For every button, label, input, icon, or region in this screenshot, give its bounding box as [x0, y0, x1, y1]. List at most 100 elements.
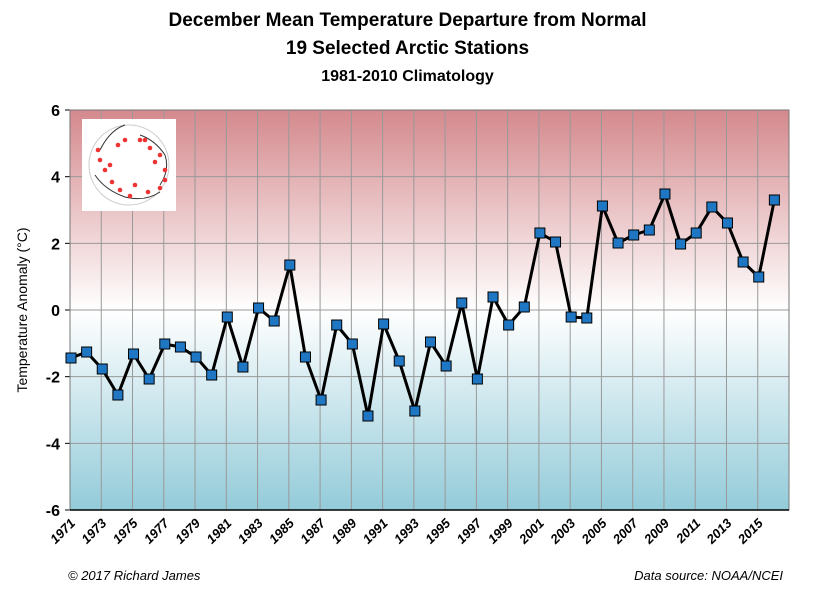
- station-dot: [147, 145, 153, 151]
- data-point: [550, 236, 562, 248]
- data-point: [331, 319, 343, 331]
- data-point: [565, 311, 577, 323]
- data-point: [393, 355, 405, 367]
- station-dot: [95, 147, 101, 153]
- data-point: [96, 363, 108, 375]
- x-tick-label: 1977: [141, 515, 173, 547]
- data-point: [65, 352, 77, 364]
- x-tick-label: 2009: [640, 515, 672, 547]
- series-line: [70, 192, 776, 418]
- data-point: [378, 318, 390, 330]
- y-axis-label: Temperature Anomaly (°C): [14, 227, 30, 392]
- station-dot: [109, 179, 115, 185]
- x-tick-label: 1991: [360, 516, 391, 547]
- data-source-text: Data source: NOAA/NCEI: [634, 568, 783, 583]
- station-dot: [102, 167, 108, 173]
- y-tick-label: -2: [46, 370, 60, 387]
- arctic-station-map: [82, 119, 176, 211]
- station-dot: [162, 177, 168, 183]
- data-point: [128, 348, 140, 360]
- data-point: [81, 346, 93, 358]
- data-point: [628, 229, 640, 241]
- station-dot: [142, 137, 148, 143]
- data-point: [190, 351, 202, 363]
- station-dot: [132, 182, 138, 188]
- chart-subtitle: 19 Selected Arctic Stations: [285, 38, 530, 59]
- y-tick-label: -6: [46, 503, 60, 520]
- data-point: [315, 394, 327, 406]
- station-dot: [117, 187, 123, 193]
- data-point: [487, 291, 499, 303]
- y-tick-label: 0: [51, 303, 60, 320]
- x-tick-label: 2003: [547, 515, 579, 547]
- data-point: [503, 319, 515, 331]
- x-tick-label: 1981: [203, 516, 234, 547]
- x-tick-label: 1997: [453, 515, 485, 547]
- station-dot: [157, 152, 163, 158]
- station-dot: [115, 142, 121, 148]
- data-point: [362, 410, 374, 422]
- x-tick-label: 2005: [578, 515, 610, 547]
- data-point: [268, 315, 280, 327]
- data-point: [643, 224, 655, 236]
- data-point: [299, 351, 311, 363]
- x-tick-label: 2001: [515, 516, 547, 548]
- data-point: [706, 201, 718, 213]
- x-tick-label: 1985: [266, 515, 298, 547]
- data-point: [581, 312, 593, 324]
- data-point: [253, 302, 265, 314]
- data-point: [346, 338, 358, 350]
- x-tick-label: 1987: [297, 515, 329, 547]
- data-point: [237, 361, 249, 373]
- y-tick-label: -4: [46, 436, 60, 453]
- data-point: [221, 311, 233, 323]
- data-point: [690, 227, 702, 239]
- data-point: [425, 336, 436, 348]
- x-tick-label: 1983: [235, 515, 267, 547]
- data-point: [174, 341, 186, 353]
- x-tick-label: 1995: [422, 515, 454, 547]
- x-tick-label: 1975: [110, 515, 142, 547]
- data-point: [737, 256, 749, 268]
- data-point: [159, 338, 171, 350]
- x-tick-label: 2007: [609, 515, 641, 547]
- y-tick-label: 2: [51, 236, 60, 253]
- x-tick-label: 2011: [672, 516, 703, 547]
- data-point: [534, 227, 546, 239]
- data-point: [112, 389, 124, 401]
- data-point: [612, 237, 624, 249]
- data-point: [721, 217, 733, 229]
- data-point: [456, 297, 468, 309]
- data-point: [143, 373, 155, 385]
- data-point: [284, 259, 296, 271]
- x-tick-label: 1979: [172, 515, 204, 547]
- station-dot: [137, 137, 143, 143]
- data-point: [753, 271, 765, 283]
- copyright-text: © 2017 Richard James: [68, 568, 201, 583]
- x-tick-label: 2013: [703, 515, 735, 547]
- data-point: [518, 301, 530, 313]
- station-dot: [162, 167, 168, 173]
- station-dot: [122, 137, 128, 143]
- x-tick-label: 1999: [485, 515, 517, 547]
- station-dot: [157, 185, 163, 191]
- station-dot: [97, 157, 103, 163]
- chart-subtitle-2: 1981-2010 Climatology: [321, 68, 494, 85]
- station-dot: [145, 189, 151, 195]
- y-tick-label: 4: [51, 170, 60, 187]
- x-tick-label: 2015: [734, 515, 766, 547]
- x-tick-label: 1971: [47, 516, 78, 547]
- x-tick-label: 1989: [328, 515, 360, 547]
- data-point: [409, 405, 421, 417]
- y-tick-label: 6: [51, 103, 60, 120]
- station-dot: [152, 159, 158, 165]
- data-point: [675, 238, 687, 250]
- data-point: [768, 194, 780, 206]
- chart-title: December Mean Temperature Departure from…: [168, 10, 647, 31]
- data-point: [206, 369, 218, 381]
- data-point: [471, 373, 483, 385]
- x-tick-label: 1993: [391, 515, 423, 547]
- data-point: [659, 188, 671, 200]
- x-tick-label: 1973: [78, 515, 110, 547]
